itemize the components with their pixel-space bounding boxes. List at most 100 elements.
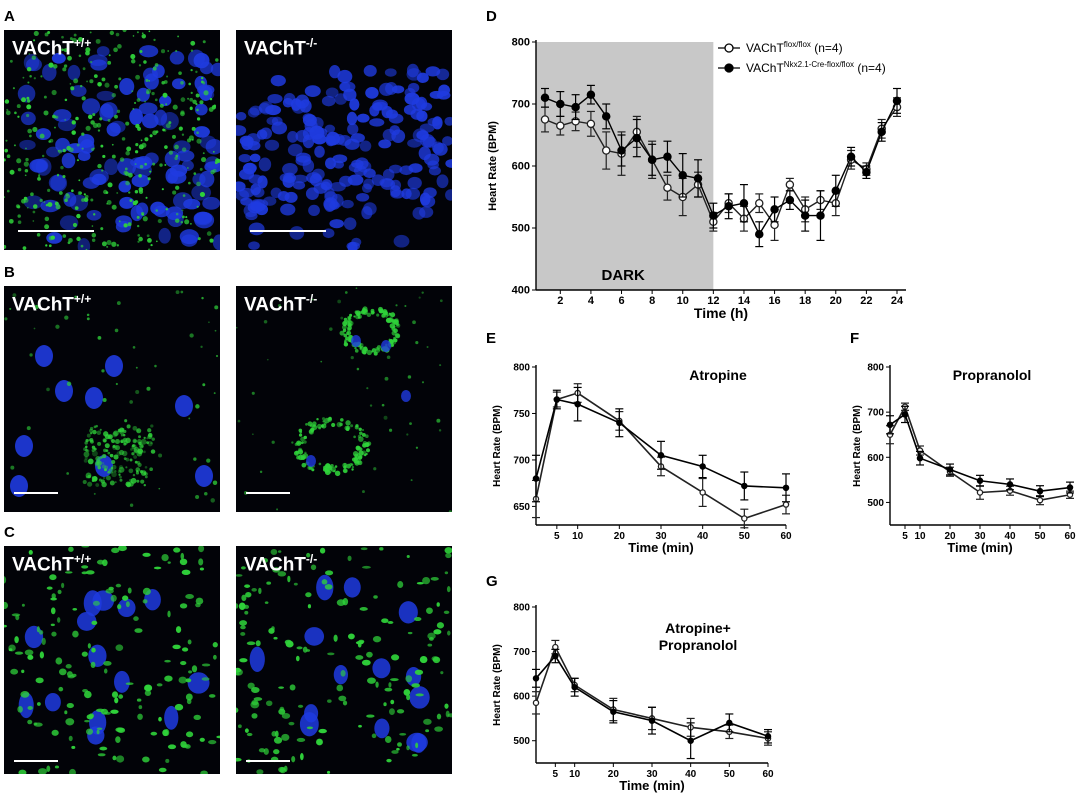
background-punctum [158,487,161,490]
terminal-punctum [366,651,373,658]
ring-punctum [361,349,367,355]
x-axis-label: Time (min) [947,540,1013,555]
terminal-punctum [14,651,24,655]
nucleus [351,335,361,347]
fiber-punctum [107,182,113,188]
fiber-punctum [134,101,137,104]
fiber-punctum [130,54,136,60]
background-punctum [426,346,429,349]
cell-body-punctum [89,426,94,431]
x-tick-label: 22 [860,295,872,307]
fiber-punctum [27,81,30,84]
nucleus [236,125,247,136]
ring-punctum [341,324,347,330]
terminal-punctum [165,758,170,763]
fiber-punctum [55,204,61,210]
nucleus [164,705,179,730]
terminal-punctum [81,651,88,657]
fiber-punctum [26,66,32,72]
fiber-punctum [26,206,29,209]
nucleus [304,704,319,723]
fiber-punctum [75,116,79,121]
fiber-punctum [22,246,27,250]
nucleus [347,241,358,250]
fiber-punctum [180,97,186,102]
nucleus [179,229,199,245]
x-tick-label: 5 [554,531,560,542]
terminal-punctum [49,574,57,581]
data-point [741,515,748,522]
ring-punctum [366,349,372,356]
background-punctum [86,317,90,321]
nucleus [160,112,179,130]
terminal-punctum [181,647,189,652]
terminal-punctum [281,713,291,719]
ring-punctum [363,346,367,350]
terminal-punctum [444,547,452,554]
fiber-punctum [138,64,142,67]
terminal-punctum [358,640,365,644]
fiber-punctum [17,220,22,224]
data-point [976,489,984,496]
nucleus [363,64,377,77]
ring-punctum [328,470,332,474]
cell-body-punctum [151,437,155,441]
nucleus [42,63,57,81]
background-punctum [26,426,31,431]
terminal-punctum [91,620,98,626]
ring-punctum [393,325,396,328]
cell-body-punctum [105,475,111,481]
terminal-punctum [372,635,382,643]
terminal-punctum [92,600,100,606]
terminal-punctum [319,547,326,554]
cell-body-punctum [135,467,141,472]
fiber-punctum [180,110,185,115]
ring-punctum [388,316,394,322]
fiber-punctum [107,60,112,65]
ring-punctum [349,313,353,317]
atropine-propranolol-chart: 500 600 700 800 5 10 20 30 40 50 60 Time (min) Heart… [492,603,774,794]
terminal-punctum [185,731,194,738]
terminal-punctum [236,574,243,577]
terminal-punctum [85,570,95,575]
nucleus [308,204,320,216]
fiber-punctum [63,48,68,53]
fiber-punctum [132,35,135,37]
fiber-punctum [215,158,220,163]
cell-body-punctum [103,431,109,437]
fiber-punctum [168,121,172,125]
cell-body-punctum [123,437,128,442]
data-point [663,152,672,161]
cell-body-punctum [91,479,95,483]
cell-body-punctum [90,432,93,435]
cell-body-punctum [99,428,102,431]
nucleus [401,390,411,402]
fiber-punctum [48,244,52,248]
nucleus [129,108,143,126]
nucleus [391,85,405,94]
fiber-punctum [196,138,202,144]
terminal-punctum [115,583,122,588]
fiber-punctum [171,134,176,139]
terminal-punctum [291,756,296,763]
ring-punctum [334,465,338,468]
fiber-punctum [113,47,118,53]
nucleus [409,686,430,709]
cell-body-punctum [112,444,118,450]
nucleus [291,99,306,114]
ring-punctum [362,443,367,448]
fiber-punctum [186,138,192,143]
scale-bar [18,230,94,232]
nucleus [295,130,310,143]
cell-body-punctum [135,471,140,475]
terminal-punctum [103,661,112,666]
fiber-punctum [126,146,132,152]
nucleus [365,87,379,99]
fiber-punctum [69,37,73,41]
y-tick-label: 800 [513,363,530,374]
terminal-punctum [270,548,278,556]
terminal-punctum [115,727,124,733]
terminal-punctum [434,726,444,732]
terminal-punctum [391,654,400,661]
fiber-punctum [41,154,45,158]
